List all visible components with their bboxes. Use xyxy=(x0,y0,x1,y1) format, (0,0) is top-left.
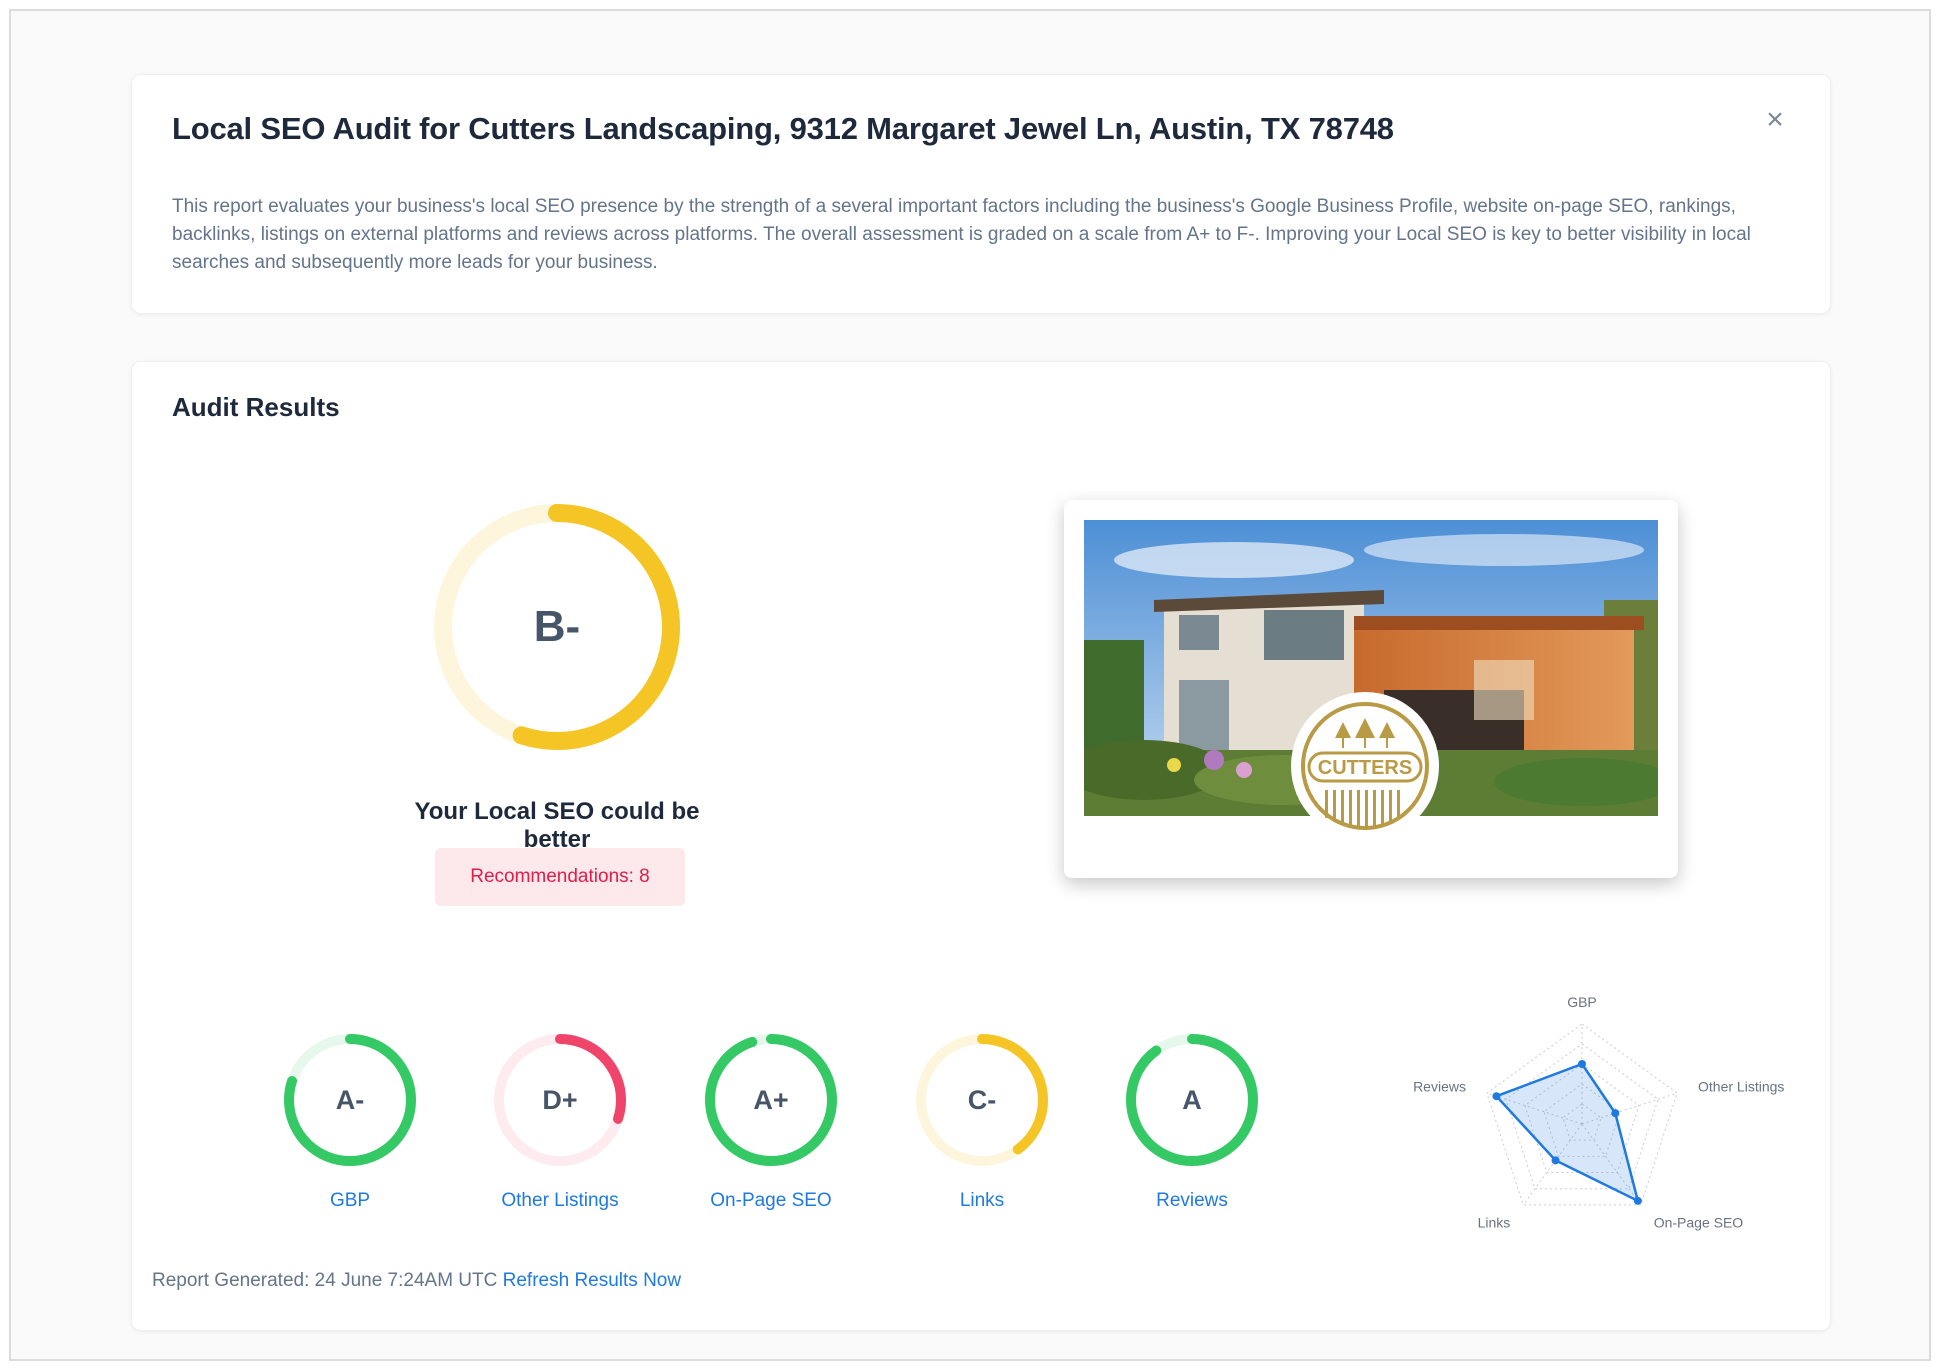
recommendations-badge[interactable]: Recommendations: 8 xyxy=(435,848,685,906)
radar-axis-label: Other Listings xyxy=(1698,1078,1784,1094)
grade-headline: Your Local SEO could be better xyxy=(414,798,700,853)
close-icon[interactable]: × xyxy=(1766,103,1784,136)
business-photo-card: CUTTERS xyxy=(1064,500,1678,878)
on-page-seo-gauge xyxy=(705,1034,837,1166)
category-2-arc xyxy=(705,1034,837,1166)
reviews-gauge xyxy=(1126,1034,1258,1166)
audit-intro-card: Local SEO Audit for Cutters Landscaping,… xyxy=(131,74,1831,314)
links-gauge xyxy=(916,1034,1048,1166)
radar-point xyxy=(1551,1156,1560,1165)
report-footer: Report Generated: 24 June 7:24AM UTC Ref… xyxy=(152,1270,681,1292)
radar-axis-label: On-Page SEO xyxy=(1654,1215,1744,1231)
radar-grid-ring xyxy=(1505,1043,1659,1190)
overall-grade-arc xyxy=(434,504,680,750)
category-link-reviews[interactable]: Reviews xyxy=(1156,1190,1228,1211)
radar-point xyxy=(1611,1109,1620,1118)
intro-description: This report evaluates your business's lo… xyxy=(172,196,1751,273)
category-0-arc xyxy=(284,1034,416,1166)
other-listings-grade: D+ xyxy=(542,1084,578,1115)
radar-point xyxy=(1578,1060,1586,1068)
radar-axis-label: Reviews xyxy=(1413,1078,1466,1094)
overall-grade: B- xyxy=(533,602,581,651)
results-title: Audit Results xyxy=(172,392,340,422)
category-link-other-listings[interactable]: Other Listings xyxy=(501,1190,619,1211)
category-link-gbp[interactable]: GBP xyxy=(329,1190,371,1211)
page-title: Local SEO Audit for Cutters Landscaping,… xyxy=(172,111,1394,146)
other-listings-gauge xyxy=(494,1034,626,1166)
radar-point xyxy=(1492,1092,1501,1101)
gbp-gauge xyxy=(284,1034,416,1166)
radar-spoke xyxy=(1581,1092,1678,1125)
gbp-grade: A- xyxy=(335,1084,365,1115)
radar-grid-ring xyxy=(1543,1083,1621,1157)
page-frame: Local SEO Audit for Cutters Landscaping,… xyxy=(9,9,1931,1361)
audit-results-card: Audit Results B- Your Local SEO could be… xyxy=(131,361,1831,1331)
report-generated-text: Report Generated: 24 June 7:24AM UTC xyxy=(152,1270,498,1291)
radar-spoke xyxy=(1486,1092,1583,1125)
logo-text: CUTTERS xyxy=(1318,757,1412,779)
category-3-arc xyxy=(916,1034,1048,1166)
reviews-grade: A xyxy=(1182,1084,1202,1115)
cutters-logo: CUTTERS xyxy=(1291,692,1439,840)
radar-point xyxy=(1633,1196,1642,1205)
refresh-results-link[interactable]: Refresh Results Now xyxy=(502,1270,682,1291)
category-1-arc xyxy=(494,1034,626,1166)
links-grade: C- xyxy=(967,1084,997,1115)
radar-series-area xyxy=(1494,1062,1640,1204)
on-page-seo-grade: A+ xyxy=(753,1084,789,1115)
category-link-on-page-seo[interactable]: On-Page SEO xyxy=(710,1190,832,1211)
radar-axis-label: Links xyxy=(1478,1215,1511,1231)
category-radar-chart: GBP Other Listings On-Page SEO Links Reviews xyxy=(1413,994,1784,1231)
category-link-links[interactable]: Links xyxy=(959,1190,1005,1211)
radar-axis-label: GBP xyxy=(1567,994,1597,1010)
overall-grade-gauge xyxy=(434,504,680,750)
category-4-arc xyxy=(1126,1034,1258,1166)
